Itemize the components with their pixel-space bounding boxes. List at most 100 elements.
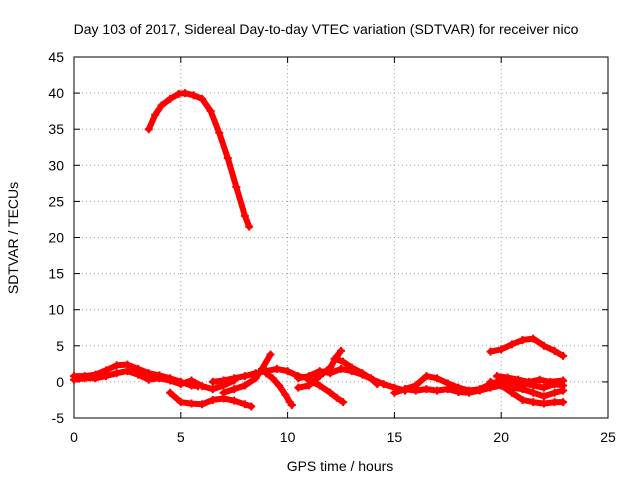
- data-point: [198, 94, 207, 103]
- data-point: [112, 361, 121, 370]
- data-point: [524, 377, 533, 386]
- data-point: [144, 125, 153, 134]
- data-point: [550, 398, 559, 407]
- chart-title: Day 103 of 2017, Sidereal Day-to-day VTE…: [74, 21, 579, 37]
- y-tick-label: 20: [48, 230, 64, 246]
- data-point: [332, 393, 341, 402]
- data-point: [535, 375, 544, 384]
- data-point: [144, 375, 153, 384]
- x-tick-label: 10: [280, 429, 296, 445]
- x-tick-label: 5: [177, 429, 185, 445]
- x-tick-label: 15: [387, 429, 403, 445]
- data-point: [401, 385, 410, 394]
- series-line-arc-i: [306, 377, 347, 406]
- data-point: [559, 376, 568, 385]
- data-point: [507, 340, 516, 349]
- data-point: [518, 395, 527, 404]
- y-tick-label: 0: [56, 374, 64, 390]
- data-point: [539, 399, 548, 408]
- data-point: [559, 398, 568, 407]
- data-point: [223, 154, 232, 163]
- x-tick-label: 0: [70, 429, 78, 445]
- data-point: [347, 363, 356, 372]
- data-point: [559, 351, 568, 360]
- data-point: [287, 401, 296, 410]
- data-point: [166, 388, 175, 397]
- data-point: [219, 376, 228, 385]
- data-point: [390, 388, 399, 397]
- data-point: [208, 395, 217, 404]
- data-point: [230, 374, 239, 383]
- data-point: [155, 374, 164, 383]
- y-axis-label: SDTVAR / TECUs: [5, 182, 21, 294]
- data-point: [514, 375, 523, 384]
- data-point: [70, 375, 78, 384]
- data-point: [268, 374, 277, 383]
- series-line-arc-high: [145, 90, 253, 230]
- x-tick-label: 20: [493, 429, 509, 445]
- data-point: [272, 364, 281, 373]
- axis-ticks: 0 5 10 15 20 25 -5 0 5 10 15 20 25 30 35 40 45: [48, 49, 616, 445]
- y-tick-label: 15: [48, 266, 64, 282]
- y-tick-label: 30: [48, 157, 64, 173]
- data-point: [240, 211, 249, 220]
- data-point: [539, 392, 548, 401]
- y-tick-label: 35: [48, 121, 64, 137]
- data-point: [181, 89, 190, 98]
- data-point: [373, 380, 382, 389]
- data-point: [240, 400, 249, 409]
- data-point: [166, 376, 175, 385]
- data-point: [176, 398, 185, 407]
- data-point: [539, 383, 548, 392]
- data-point: [422, 385, 431, 394]
- data-point: [230, 396, 239, 405]
- data-point: [134, 370, 143, 379]
- data-point: [275, 381, 284, 390]
- data-point: [198, 400, 207, 409]
- data-point: [550, 346, 559, 355]
- data-point: [208, 377, 217, 386]
- data-point: [330, 354, 339, 363]
- data-point: [206, 107, 215, 116]
- data-point: [339, 398, 348, 407]
- data-point: [230, 385, 239, 394]
- data-point: [497, 381, 506, 390]
- data-point: [219, 388, 228, 397]
- data-point: [518, 385, 527, 394]
- data-point: [475, 386, 484, 395]
- data-point: [486, 377, 495, 386]
- data-point: [245, 222, 254, 231]
- data-point: [102, 372, 111, 381]
- data-point: [240, 372, 249, 381]
- data-point: [198, 382, 207, 391]
- data-point: [187, 376, 196, 385]
- data-point: [358, 369, 367, 378]
- y-tick-label: 10: [48, 302, 64, 318]
- data-point: [366, 374, 375, 383]
- data-point: [454, 388, 463, 397]
- y-tick-label: 40: [48, 85, 64, 101]
- data-point: [497, 345, 506, 354]
- data-point: [232, 182, 241, 191]
- data-point: [465, 388, 474, 397]
- data-point: [443, 385, 452, 394]
- data-point: [262, 369, 271, 378]
- y-tick-label: 45: [48, 49, 64, 65]
- data-point: [559, 386, 568, 395]
- data-point: [294, 383, 303, 392]
- data-point: [529, 334, 538, 343]
- data-point: [337, 346, 345, 355]
- y-tick-label: 25: [48, 193, 64, 209]
- data-point: [315, 381, 324, 390]
- data-point: [189, 91, 198, 100]
- data-point: [529, 388, 538, 397]
- y-tick-label: 5: [56, 338, 64, 354]
- series-line-arc-e: [209, 365, 312, 385]
- data-point: [294, 374, 303, 383]
- data-point: [433, 374, 442, 383]
- data-point: [215, 128, 224, 137]
- x-tick-label: 25: [600, 429, 616, 445]
- data-point: [240, 381, 249, 390]
- data-point: [315, 367, 324, 376]
- data-point: [503, 373, 512, 382]
